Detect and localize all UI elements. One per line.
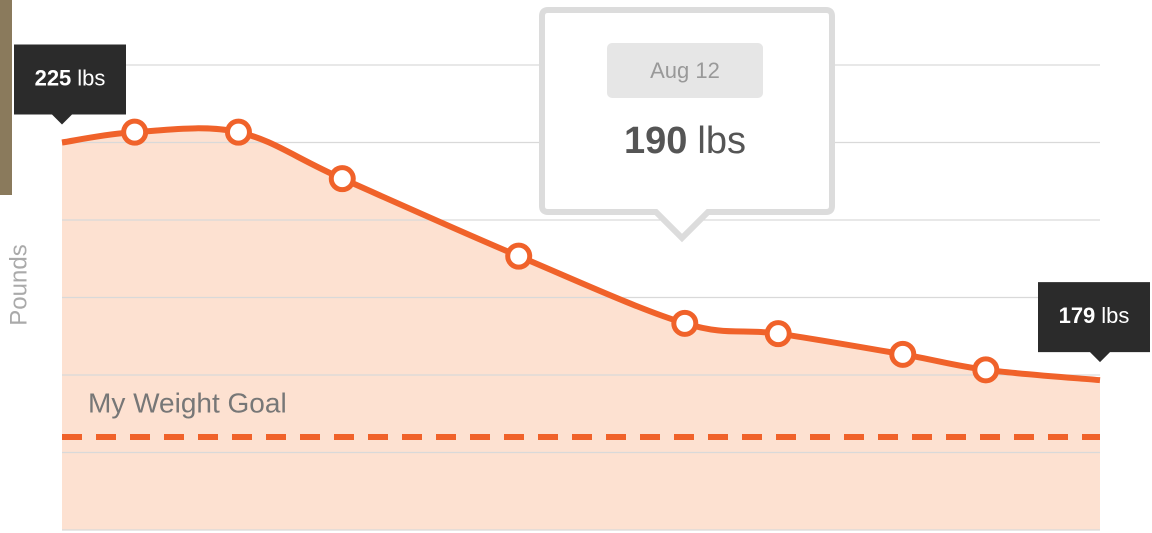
tooltip-date: Aug 12: [650, 58, 720, 83]
value-label-number: 179: [1059, 303, 1096, 328]
point: [508, 245, 530, 267]
point: [124, 121, 146, 143]
tooltip-unit: lbs: [697, 120, 746, 162]
tooltip-value: 190: [624, 120, 687, 162]
value-label-unit: lbs: [77, 65, 105, 90]
goal-label: My Weight Goal: [88, 387, 287, 418]
value-label-number: 225: [35, 65, 72, 90]
point: [331, 168, 353, 190]
y-axis-label: Pounds: [5, 244, 32, 325]
point: [975, 359, 997, 381]
point: [892, 343, 914, 365]
value-label-unit: lbs: [1101, 303, 1129, 328]
point: [227, 121, 249, 143]
point: [767, 323, 789, 345]
point: [674, 312, 696, 334]
photo-edge: [0, 0, 12, 195]
weight-chart: Pounds My Weight Goal225lbs179lbs Aug 12…: [0, 0, 1152, 533]
